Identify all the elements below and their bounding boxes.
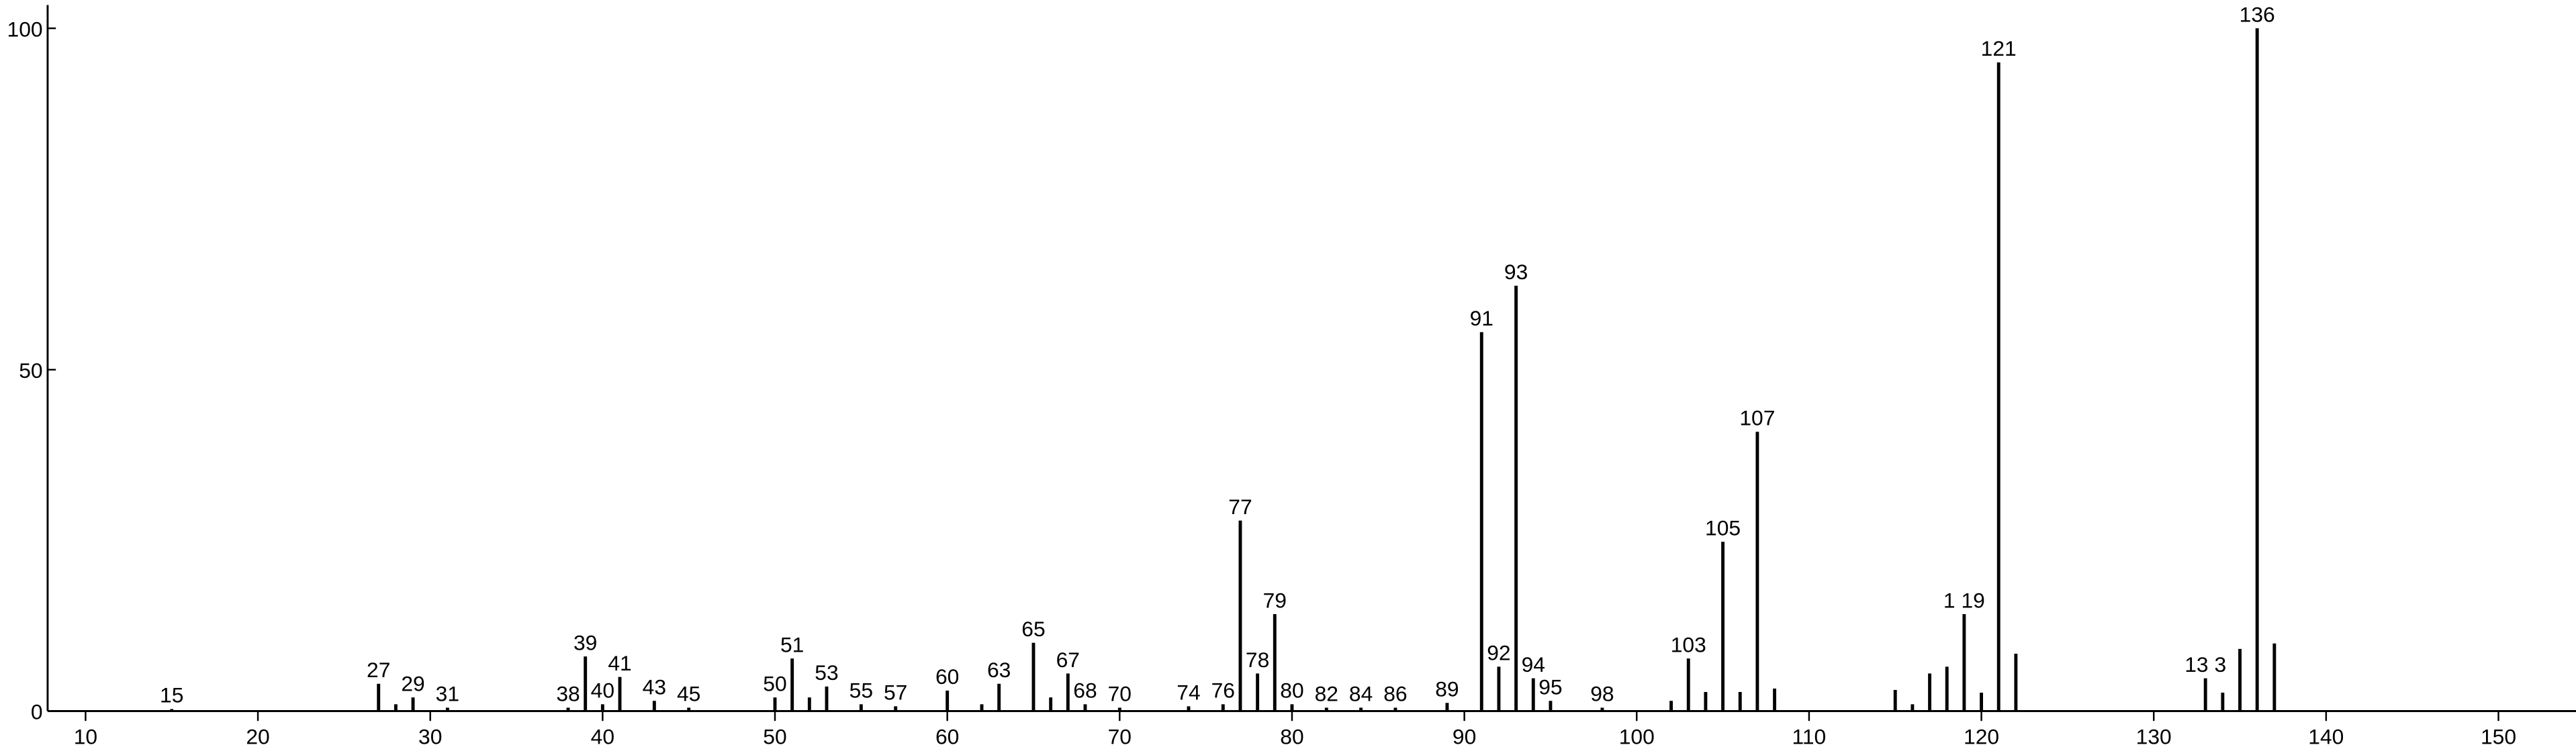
peak-label: 91	[1470, 306, 1493, 330]
peak-label: 27	[367, 658, 390, 682]
peak-label: 94	[1522, 652, 1545, 677]
peak-label: 63	[987, 658, 1011, 682]
peak-label: 68	[1073, 679, 1097, 703]
peak-label: 76	[1211, 679, 1235, 703]
peak-label: 29	[401, 671, 424, 695]
x-tick-label: 50	[763, 724, 786, 748]
peak-label: 40	[591, 679, 614, 703]
peak-label: 74	[1177, 681, 1200, 705]
peak-label: 78	[1246, 648, 1269, 672]
peak-label: 93	[1504, 260, 1528, 284]
peak-label: 77	[1228, 495, 1252, 519]
y-tick-label: 100	[7, 17, 43, 41]
peak-label: 13 3	[2184, 652, 2226, 677]
peak-label: 80	[1280, 679, 1303, 703]
peak-label: 98	[1590, 682, 1614, 706]
peak-label: 82	[1315, 682, 1338, 706]
peak-label: 70	[1108, 682, 1132, 706]
peak-label: 86	[1383, 682, 1407, 706]
peak-label: 92	[1487, 641, 1510, 665]
peak-label: 121	[1981, 36, 2017, 60]
peak-label: 45	[677, 682, 700, 706]
peak-label: 1 19	[1943, 588, 1985, 612]
x-tick-label: 60	[935, 724, 959, 748]
x-tick-label: 30	[418, 724, 442, 748]
x-tick-label: 120	[1964, 724, 1999, 748]
peak-label: 43	[643, 675, 666, 699]
peak-label: 103	[1671, 632, 1706, 656]
peak-label: 65	[1021, 617, 1045, 641]
x-tick-label: 20	[246, 724, 269, 748]
y-tick-label: 50	[19, 358, 42, 383]
peak-label: 105	[1705, 515, 1741, 540]
peak-label: 89	[1435, 677, 1459, 701]
peak-label: 79	[1263, 588, 1287, 612]
x-tick-label: 80	[1280, 724, 1303, 748]
peak-label: 95	[1538, 675, 1562, 699]
x-tick-label: 10	[74, 724, 97, 748]
x-tick-label: 70	[1108, 724, 1132, 748]
peak-label: 50	[763, 671, 786, 695]
x-tick-label: 90	[1453, 724, 1476, 748]
x-tick-label: 110	[1792, 724, 1827, 748]
x-tick-label: 100	[1619, 724, 1655, 748]
x-tick-label: 130	[2136, 724, 2172, 748]
peak-label: 38	[556, 682, 580, 706]
peak-label: 136	[2240, 2, 2275, 26]
peak-label: 67	[1056, 648, 1080, 672]
peak-label: 51	[780, 632, 804, 656]
x-tick-label: 150	[2481, 724, 2516, 748]
peak-label: 15	[160, 683, 183, 707]
peak-label: 53	[815, 660, 838, 685]
peak-label: 84	[1349, 682, 1373, 706]
peak-label: 55	[849, 679, 873, 703]
peak-label: 41	[608, 651, 631, 675]
peak-label: 39	[573, 630, 597, 654]
peak-label: 60	[935, 664, 959, 689]
peak-label: 57	[884, 681, 907, 705]
x-tick-label: 140	[2308, 724, 2344, 748]
x-tick-label: 40	[591, 724, 614, 748]
y-tick-label: 0	[31, 700, 43, 724]
peak-label: 31	[436, 682, 459, 706]
peak-label: 107	[1739, 406, 1775, 430]
